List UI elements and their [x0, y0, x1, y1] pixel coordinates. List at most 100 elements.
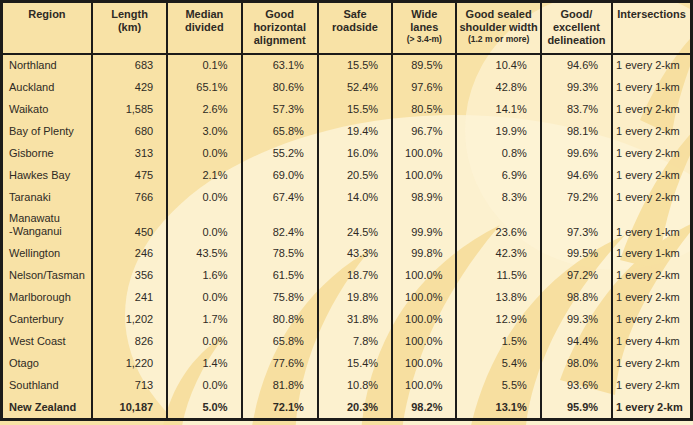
value-cell: 99.8% [392, 242, 456, 264]
value-cell: 100.0% [392, 164, 456, 186]
value-cell: 1.6% [167, 264, 241, 286]
value-cell: 10.4% [456, 54, 540, 76]
value-cell: 766 [92, 186, 167, 208]
table-row: Taranaki7660.0%67.4%14.0%98.9%8.3%79.2%1… [2, 186, 692, 208]
column-header-subnote: (1.2 m or more) [457, 34, 539, 45]
value-cell: 98.2% [392, 396, 456, 420]
value-cell: 99.5% [541, 242, 612, 264]
value-cell: 100.0% [392, 286, 456, 308]
table-row: Wellington24643.5%78.5%43.3%99.8%42.3%99… [2, 242, 692, 264]
value-cell: 18.7% [318, 264, 392, 286]
value-cell: 100.0% [392, 330, 456, 352]
total-row: New Zealand10,1875.0%72.1%20.3%98.2%13.1… [2, 396, 692, 420]
value-cell: 100.0% [392, 352, 456, 374]
column-header: Good sealedshoulder width(1.2 m or more) [456, 2, 540, 54]
value-cell: 79.2% [541, 186, 612, 208]
value-cell: 0.1% [167, 54, 241, 76]
value-cell: 313 [92, 142, 167, 164]
value-cell: 65.8% [242, 330, 318, 352]
value-cell: 1.4% [167, 352, 241, 374]
value-cell: 94.4% [541, 330, 612, 352]
region-cell: Otago [2, 352, 92, 374]
intersections-cell: 1 every 1-km [612, 208, 691, 242]
value-cell: 80.8% [242, 308, 318, 330]
value-cell: 683 [92, 54, 167, 76]
value-cell: 19.8% [318, 286, 392, 308]
region-cell: Hawkes Bay [2, 164, 92, 186]
region-cell: Marlborough [2, 286, 92, 308]
intersections-cell: 1 every 2-km [612, 54, 691, 76]
column-header: Saferoadside [318, 2, 392, 54]
value-cell: 82.4% [242, 208, 318, 242]
value-cell: 16.0% [318, 142, 392, 164]
value-cell: 98.8% [541, 286, 612, 308]
value-cell: 93.6% [541, 374, 612, 396]
intersections-cell: 1 every 1-km [612, 242, 691, 264]
value-cell: 81.8% [242, 374, 318, 396]
column-header: Goodhorizontalalignment [242, 2, 318, 54]
value-cell: 31.8% [318, 308, 392, 330]
intersections-cell: 1 every 2-km [612, 98, 691, 120]
value-cell: 65.8% [242, 120, 318, 142]
value-cell: 94.6% [541, 54, 612, 76]
road-statistics-table: RegionLength(km)MediandividedGoodhorizon… [0, 0, 693, 421]
value-cell: 826 [92, 330, 167, 352]
value-cell: 72.1% [242, 396, 318, 420]
header-row: RegionLength(km)MediandividedGoodhorizon… [2, 2, 692, 54]
column-header: Good/excellentdelineation [541, 2, 612, 54]
table-row: Bay of Plenty6803.0%65.8%19.4%96.7%19.9%… [2, 120, 692, 142]
value-cell: 0.0% [167, 186, 241, 208]
region-cell: Waikato [2, 98, 92, 120]
value-cell: 100.0% [392, 142, 456, 164]
value-cell: 2.6% [167, 98, 241, 120]
value-cell: 23.6% [456, 208, 540, 242]
value-cell: 99.3% [541, 308, 612, 330]
table-row: Hawkes Bay4752.1%69.0%20.5%100.0%6.9%94.… [2, 164, 692, 186]
value-cell: 13.1% [456, 396, 540, 420]
value-cell: 99.6% [541, 142, 612, 164]
value-cell: 57.3% [242, 98, 318, 120]
value-cell: 0.0% [167, 208, 241, 242]
intersections-cell: 1 every 4-km [612, 330, 691, 352]
value-cell: 98.0% [541, 352, 612, 374]
table-row: Canterbury1,2021.7%80.8%31.8%100.0%12.9%… [2, 308, 692, 330]
table-row: Gisborne3130.0%55.2%16.0%100.0%0.8%99.6%… [2, 142, 692, 164]
region-cell: Nelson/Tasman [2, 264, 92, 286]
value-cell: 99.9% [392, 208, 456, 242]
value-cell: 19.4% [318, 120, 392, 142]
value-cell: 1,220 [92, 352, 167, 374]
value-cell: 95.9% [541, 396, 612, 420]
table-row: Waikato1,5852.6%57.3%15.5%80.5%14.1%83.7… [2, 98, 692, 120]
value-cell: 43.5% [167, 242, 241, 264]
value-cell: 69.0% [242, 164, 318, 186]
value-cell: 98.9% [392, 186, 456, 208]
value-cell: 713 [92, 374, 167, 396]
table-row: Northland6830.1%63.1%15.5%89.5%10.4%94.6… [2, 54, 692, 76]
value-cell: 1,202 [92, 308, 167, 330]
column-header: Length(km) [92, 2, 167, 54]
column-header: Intersections [612, 2, 691, 54]
value-cell: 24.5% [318, 208, 392, 242]
value-cell: 83.7% [541, 98, 612, 120]
value-cell: 99.3% [541, 76, 612, 98]
value-cell: 429 [92, 76, 167, 98]
value-cell: 0.0% [167, 374, 241, 396]
value-cell: 42.3% [456, 242, 540, 264]
value-cell: 63.1% [242, 54, 318, 76]
region-cell: Wellington [2, 242, 92, 264]
value-cell: 52.4% [318, 76, 392, 98]
intersections-cell: 1 every 2-km [612, 120, 691, 142]
table-row: Southland7130.0%81.8%10.8%100.0%5.5%93.6… [2, 374, 692, 396]
value-cell: 55.2% [242, 142, 318, 164]
value-cell: 0.0% [167, 142, 241, 164]
value-cell: 10.8% [318, 374, 392, 396]
value-cell: 42.8% [456, 76, 540, 98]
value-cell: 19.9% [456, 120, 540, 142]
value-cell: 100.0% [392, 264, 456, 286]
value-cell: 5.5% [456, 374, 540, 396]
value-cell: 356 [92, 264, 167, 286]
intersections-cell: 1 every 2-km [612, 264, 691, 286]
region-cell: Northland [2, 54, 92, 76]
value-cell: 11.5% [456, 264, 540, 286]
value-cell: 89.5% [392, 54, 456, 76]
